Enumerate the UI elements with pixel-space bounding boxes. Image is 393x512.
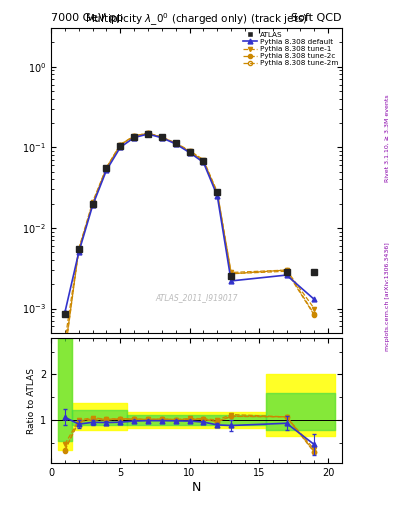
Text: 7000 GeV pp: 7000 GeV pp	[51, 13, 123, 23]
Text: mcplots.cern.ch [arXiv:1306.3436]: mcplots.cern.ch [arXiv:1306.3436]	[385, 243, 390, 351]
Title: Multiplicity $\lambda\_0^0$ (charged only) (track jets): Multiplicity $\lambda\_0^0$ (charged onl…	[85, 12, 308, 28]
Legend: ATLAS, Pythia 8.308 default, Pythia 8.308 tune-1, Pythia 8.308 tune-2c, Pythia 8: ATLAS, Pythia 8.308 default, Pythia 8.30…	[241, 30, 340, 68]
Text: Rivet 3.1.10, ≥ 3.3M events: Rivet 3.1.10, ≥ 3.3M events	[385, 94, 390, 182]
Y-axis label: Ratio to ATLAS: Ratio to ATLAS	[27, 368, 36, 434]
Text: Soft QCD: Soft QCD	[292, 13, 342, 23]
Text: ATLAS_2011_I919017: ATLAS_2011_I919017	[155, 293, 238, 302]
X-axis label: N: N	[192, 481, 201, 494]
